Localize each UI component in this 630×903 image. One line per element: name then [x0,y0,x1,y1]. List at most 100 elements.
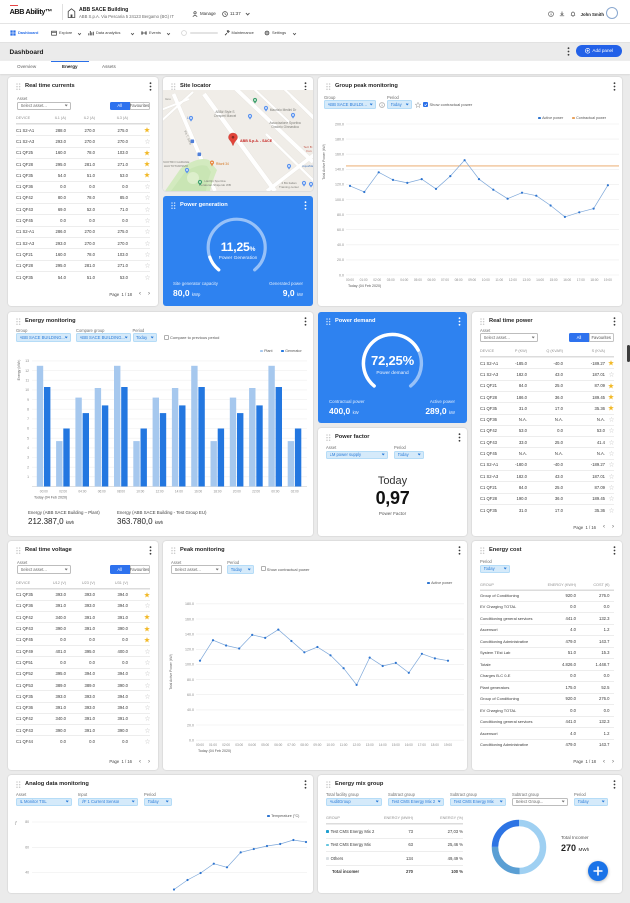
svg-text:Today (04 Feb 2020): Today (04 Feb 2020) [198,749,231,753]
svg-text:15:00: 15:00 [392,743,400,747]
svg-text:11:00: 11:00 [495,278,503,282]
svg-text:180.0: 180.0 [185,602,194,606]
svg-text:03:00: 03:00 [387,278,395,282]
svg-text:3: 3 [27,456,29,460]
svg-text:00:00: 00:00 [40,490,48,494]
svg-text:Tect B.S: Tect B.S [303,145,313,149]
svg-text:01:00: 01:00 [209,743,217,747]
svg-text:0.0: 0.0 [189,739,194,743]
svg-text:11: 11 [25,378,29,382]
svg-text:13:00: 13:00 [366,743,374,747]
svg-text:100.0: 100.0 [335,198,344,202]
svg-text:Hartlijn Sportiva: Hartlijn Sportiva [204,179,226,183]
svg-text:15:00: 15:00 [550,278,558,282]
svg-text:02:00: 02:00 [59,490,67,494]
svg-text:14:00: 14:00 [175,490,183,494]
svg-text:40: 40 [25,871,29,875]
svg-text:18:00: 18:00 [590,278,598,282]
svg-text:1: 1 [27,475,29,479]
svg-text:140.0: 140.0 [335,168,344,172]
svg-text:Via T. Sorte: Via T. Sorte [183,130,193,146]
svg-text:17:00: 17:00 [418,743,426,747]
svg-text:22:00: 22:00 [252,490,260,494]
svg-text:7: 7 [27,417,29,421]
svg-text:05:00: 05:00 [414,278,422,282]
svg-text:10:00: 10:00 [482,278,490,282]
svg-text:04:00: 04:00 [78,490,86,494]
svg-text:04:00: 04:00 [248,743,256,747]
svg-text:120.0: 120.0 [335,183,344,187]
svg-text:Today (04 Feb 2020): Today (04 Feb 2020) [348,284,381,288]
svg-text:Cresperi Marcel: Cresperi Marcel [214,114,237,118]
svg-text:NUOTRO GARAGE: NUOTRO GARAGE [163,160,189,164]
svg-text:05:00: 05:00 [261,743,269,747]
svg-text:20.0: 20.0 [337,258,344,262]
svg-text:2: 2 [27,465,29,469]
svg-text:Maurizio Medini Dr: Maurizio Medini Dr [270,108,298,112]
svg-text:02:00: 02:00 [222,743,230,747]
svg-text:12:00: 12:00 [156,490,164,494]
svg-text:(°: (° [15,821,18,825]
svg-text:Energy (kWh): Energy (kWh) [17,360,21,381]
svg-text:40.0: 40.0 [337,243,344,247]
svg-text:10: 10 [25,388,29,392]
svg-text:07:00: 07:00 [287,743,295,747]
svg-text:120.0: 120.0 [185,648,194,652]
svg-text:80.0: 80.0 [337,213,344,217]
svg-text:60.0: 60.0 [337,228,344,232]
svg-text:10:00: 10:00 [327,743,335,747]
svg-text:06:00: 06:00 [98,490,106,494]
svg-text:ABB# Style S: ABB# Style S [215,110,234,114]
svg-text:100.0: 100.0 [185,663,194,667]
svg-text:11:00: 11:00 [340,743,348,747]
svg-text:14:00: 14:00 [536,278,544,282]
svg-text:06:00: 06:00 [274,743,282,747]
svg-text:180.0: 180.0 [335,137,344,141]
svg-text:12: 12 [25,369,29,373]
svg-text:10:00: 10:00 [136,490,144,494]
svg-text:00:00: 00:00 [346,278,354,282]
svg-text:17:00: 17:00 [577,278,585,282]
svg-text:80: 80 [25,820,29,824]
svg-text:06:00: 06:00 [428,278,436,282]
svg-text:09:00: 09:00 [468,278,476,282]
svg-text:02:00: 02:00 [291,490,299,494]
svg-text:60.0: 60.0 [187,693,194,697]
svg-text:19:00: 19:00 [604,278,612,282]
svg-text:08:00: 08:00 [300,743,308,747]
svg-text:9: 9 [27,398,29,402]
svg-text:Gno: Gno [165,97,171,101]
svg-text:19:00: 19:00 [444,743,452,747]
svg-text:Training center: Training center [279,185,299,189]
svg-text:Associazione Sportiva: Associazione Sportiva [269,121,301,125]
svg-text:Peraturan Shiqerdo WB: Peraturan Shiqerdo WB [199,183,231,187]
svg-text:Total Active Power (kW): Total Active Power (kW) [169,654,173,690]
svg-text:09:00: 09:00 [313,743,321,747]
svg-text:HAUTOTURISMO: HAUTOTURISMO [164,164,189,168]
svg-text:160.0: 160.0 [185,617,194,621]
svg-text:18:00: 18:00 [431,743,439,747]
svg-text:00:00: 00:00 [196,743,204,747]
svg-text:08:00: 08:00 [455,278,463,282]
svg-text:16:00: 16:00 [563,278,571,282]
svg-text:4 BA Italian: 4 BA Italian [281,181,297,185]
svg-text:0.0: 0.0 [339,273,344,277]
svg-text:60: 60 [25,846,29,850]
svg-text:13: 13 [25,359,29,363]
svg-text:4: 4 [27,446,29,450]
svg-text:14:00: 14:00 [379,743,387,747]
svg-text:16:00: 16:00 [405,743,413,747]
svg-text:Fun: Fun [306,149,312,153]
svg-text:16:00: 16:00 [194,490,202,494]
svg-text:20.0: 20.0 [187,723,194,727]
svg-text:12:00: 12:00 [509,278,517,282]
svg-text:80.0: 80.0 [187,678,194,682]
svg-text:AquaMar: AquaMar [302,164,313,168]
svg-text:Ritorti 34: Ritorti 34 [216,162,229,166]
svg-text:00:00: 00:00 [271,490,279,494]
svg-text:12:00: 12:00 [353,743,361,747]
svg-text:5: 5 [27,436,29,440]
svg-text:Total Active Power (kW): Total Active Power (kW) [322,144,326,180]
svg-text:160.0: 160.0 [335,153,344,157]
svg-text:ABB S.p.A. - SACE: ABB S.p.A. - SACE [240,139,273,143]
